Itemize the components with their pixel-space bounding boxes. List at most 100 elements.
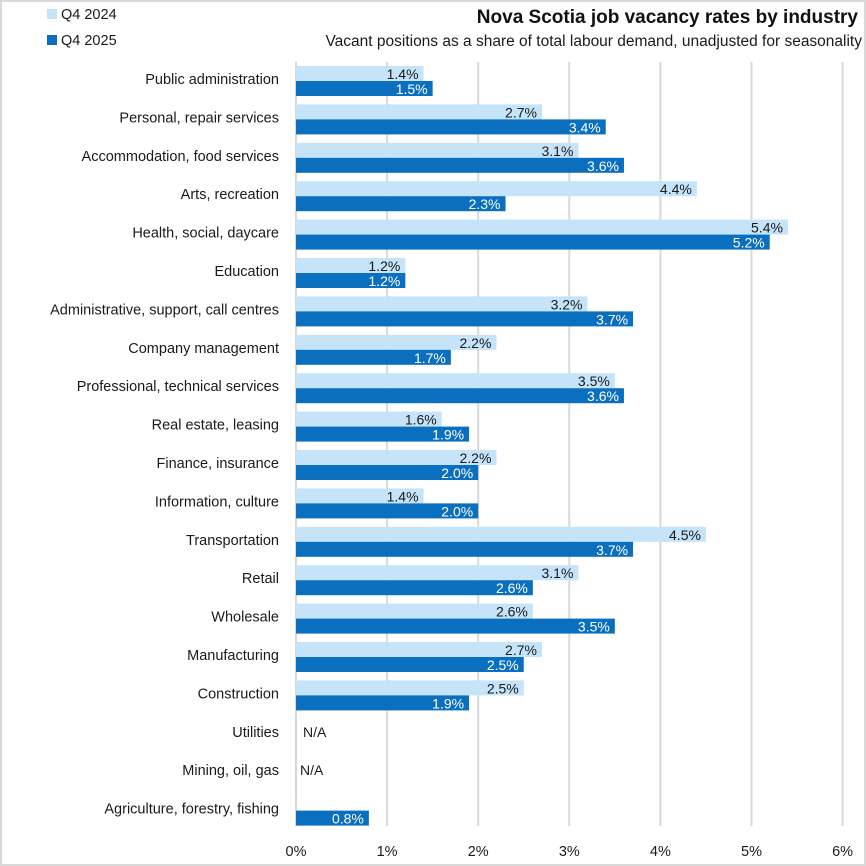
category-label-manufacturing: Manufacturing — [187, 648, 279, 664]
data-label-q4-2024-transportation: 4.5% — [669, 527, 701, 543]
data-label-q4-2024-manufacturing: 2.7% — [505, 642, 537, 658]
x-tick-label: 5% — [741, 844, 762, 860]
data-label-q4-2024-finance-insurance: 2.2% — [459, 450, 491, 466]
data-label-q4-2025-education: 1.2% — [368, 273, 400, 289]
legend-swatch-q4-2024 — [47, 9, 57, 19]
bar-q4-2025-personal-repair-services — [296, 119, 606, 135]
bar-q4-2024-manufacturing — [296, 642, 542, 657]
data-label-q4-2024-arts-recreation: 4.4% — [660, 181, 692, 197]
data-label-q4-2024-construction: 2.5% — [487, 680, 519, 696]
data-label-q4-2025-retail: 2.6% — [496, 580, 528, 596]
bars — [296, 66, 788, 826]
data-label-q4-2024-professional-technical-services: 3.5% — [578, 373, 610, 389]
category-label-education: Education — [215, 264, 280, 280]
bar-q4-2025-retail — [296, 580, 533, 596]
bar-q4-2025-construction — [296, 695, 470, 711]
data-label-q4-2025-information-culture: 2.0% — [441, 503, 473, 519]
category-label-public-administration: Public administration — [145, 72, 279, 88]
data-label-q4-2025-administrative-support-call-centres: 3.7% — [596, 311, 628, 327]
bar-q4-2024-finance-insurance — [296, 450, 497, 465]
data-label-q4-2024-accommodation-food-services: 3.1% — [541, 143, 573, 159]
bar-q4-2025-education — [296, 273, 406, 288]
category-label-information-culture: Information, culture — [155, 494, 279, 510]
bar-q4-2025-information-culture — [296, 503, 479, 519]
category-label-finance-insurance: Finance, insurance — [156, 456, 279, 472]
data-labels: 1.4%1.5%2.7%3.4%3.1%3.6%4.4%2.3%5.4%5.2%… — [300, 66, 783, 827]
category-label-health-social-daycare: Health, social, daycare — [132, 226, 279, 242]
category-label-accommodation-food-services: Accommodation, food services — [82, 149, 279, 165]
bar-q4-2024-personal-repair-services — [296, 104, 542, 120]
bar-q4-2024-education — [296, 258, 406, 273]
bar-q4-2025-public-administration — [296, 81, 433, 96]
data-label-q4-2025-construction: 1.9% — [432, 695, 464, 711]
data-label-q4-2025-transportation: 3.7% — [596, 542, 628, 558]
data-label-q4-2025-health-social-daycare: 5.2% — [733, 235, 765, 251]
data-label-q4-2025-real-estate-leasing: 1.9% — [432, 427, 464, 443]
chart-subtitle: Vacant positions as a share of total lab… — [325, 33, 862, 50]
category-label-real-estate-leasing: Real estate, leasing — [152, 418, 279, 434]
x-tick-label: 3% — [559, 844, 580, 860]
bar-q4-2025-administrative-support-call-centres — [296, 311, 634, 327]
bar-q4-2025-transportation — [296, 541, 634, 557]
data-label-q4-2025-company-management: 1.7% — [414, 350, 446, 366]
data-label-q4-2024-administrative-support-call-centres: 3.2% — [551, 296, 583, 312]
bar-q4-2025-agriculture-forestry-fishing — [296, 810, 369, 826]
category-label-construction: Construction — [198, 686, 279, 702]
category-label-agriculture-forestry-fishing: Agriculture, forestry, fishing — [104, 802, 279, 818]
bar-q4-2025-accommodation-food-services — [296, 157, 624, 173]
x-tick-label: 6% — [832, 844, 853, 860]
data-label-q4-2024-company-management: 2.2% — [459, 335, 491, 351]
legend-label-q4-2025: Q4 2025 — [61, 33, 117, 49]
bar-q4-2024-real-estate-leasing — [296, 411, 442, 427]
bar-q4-2025-arts-recreation — [296, 196, 506, 212]
bar-q4-2024-administrative-support-call-centres — [296, 296, 588, 312]
bar-q4-2024-transportation — [296, 526, 706, 542]
x-tick-label: 0% — [286, 844, 307, 860]
bar-q4-2024-public-administration — [296, 66, 424, 81]
legend: Q4 2024 Q4 2025 — [47, 7, 117, 49]
bar-q4-2024-retail — [296, 565, 579, 581]
data-label-q4-2024-retail: 3.1% — [541, 565, 573, 581]
category-label-utilities: Utilities — [232, 725, 279, 741]
x-tick-label: 4% — [650, 844, 671, 860]
bar-q4-2025-professional-technical-services — [296, 388, 624, 404]
data-label-q4-2025-manufacturing: 2.5% — [487, 657, 519, 673]
category-labels: Public administration Personal, repair se… — [50, 72, 279, 818]
bar-q4-2025-wholesale — [296, 618, 615, 634]
bar-q4-2025-health-social-daycare — [296, 234, 770, 250]
data-label-q4-2024-personal-repair-services: 2.7% — [505, 104, 537, 120]
bar-q4-2025-real-estate-leasing — [296, 426, 470, 442]
data-label-q4-2024-health-social-daycare: 5.4% — [751, 220, 783, 236]
category-label-transportation: Transportation — [186, 533, 279, 549]
x-tick-label: 1% — [377, 844, 398, 860]
category-label-wholesale: Wholesale — [211, 610, 279, 626]
data-label-na-mining-oil-gas: N/A — [300, 762, 324, 778]
data-label-q4-2025-agriculture-forestry-fishing: 0.8% — [332, 811, 364, 827]
bar-q4-2025-manufacturing — [296, 657, 524, 672]
legend-swatch-q4-2025 — [47, 35, 57, 45]
data-label-q4-2024-information-culture: 1.4% — [387, 488, 419, 504]
data-label-q4-2024-public-administration: 1.4% — [387, 66, 419, 82]
category-label-mining-oil-gas: Mining, oil, gas — [182, 763, 279, 779]
data-label-q4-2024-wholesale: 2.6% — [496, 604, 528, 620]
gridlines — [295, 62, 844, 826]
data-label-q4-2024-education: 1.2% — [368, 258, 400, 274]
bar-q4-2024-professional-technical-services — [296, 373, 615, 389]
bar-q4-2024-health-social-daycare — [296, 219, 788, 235]
data-label-q4-2025-public-administration: 1.5% — [396, 81, 428, 97]
bar-q4-2024-company-management — [296, 334, 497, 350]
category-label-administrative-support-call-centres: Administrative, support, call centres — [50, 302, 279, 318]
data-label-q4-2025-accommodation-food-services: 3.6% — [587, 158, 619, 174]
data-label-q4-2025-wholesale: 3.5% — [578, 619, 610, 635]
data-label-q4-2024-real-estate-leasing: 1.6% — [405, 412, 437, 428]
data-label-q4-2025-arts-recreation: 2.3% — [469, 196, 501, 212]
data-label-q4-2025-professional-technical-services: 3.6% — [587, 388, 619, 404]
chart-title: Nova Scotia job vacancy rates by industr… — [477, 7, 859, 28]
legend-label-q4-2024: Q4 2024 — [61, 7, 117, 23]
data-label-q4-2025-personal-repair-services: 3.4% — [569, 119, 601, 135]
data-label-na-utilities: N/A — [303, 724, 327, 740]
bar-q4-2025-company-management — [296, 349, 451, 365]
data-label-q4-2025-finance-insurance: 2.0% — [441, 465, 473, 481]
bar-q4-2024-accommodation-food-services — [296, 142, 579, 158]
